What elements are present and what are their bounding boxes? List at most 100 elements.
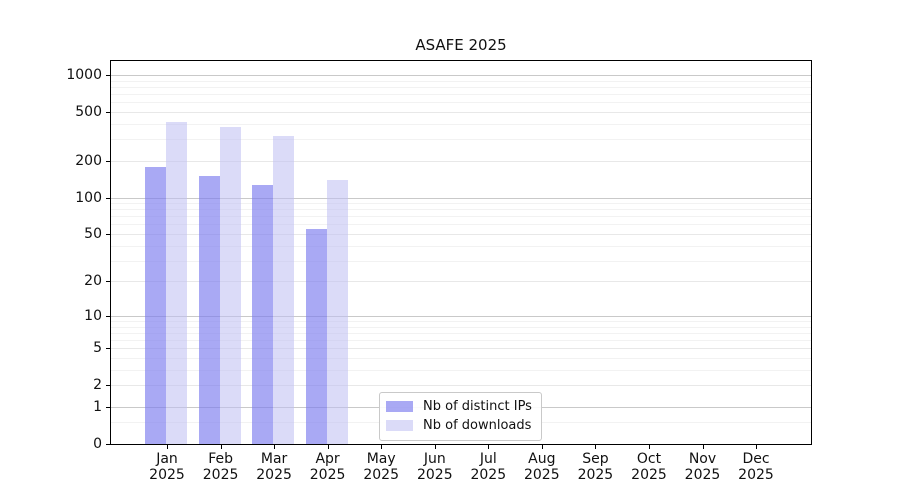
x-tick-label: Apr 2025 — [296, 451, 360, 483]
legend-entry-label: Nb of downloads — [423, 418, 532, 433]
x-tick-label: Dec 2025 — [724, 451, 788, 483]
legend-entry: Nb of downloads — [386, 416, 532, 435]
y-tick-mark — [106, 315, 110, 317]
y-tick-label: 100 — [75, 189, 102, 206]
y-tick-mark — [106, 160, 110, 162]
x-tick-year: 2025 — [202, 467, 239, 483]
chart-title: ASAFE 2025 — [415, 36, 507, 54]
y-tick-label: 1 — [93, 399, 102, 415]
bar-downloads — [326, 180, 348, 444]
y-tick-mark — [106, 444, 110, 445]
y-tick-label: 10 — [84, 307, 102, 324]
x-tick-mark — [702, 445, 704, 449]
bar-downloads — [273, 135, 295, 444]
major-gridline — [111, 385, 811, 387]
minor-gridline — [111, 332, 811, 334]
x-tick-label: Jan 2025 — [135, 451, 199, 483]
x-tick-mark — [381, 445, 383, 449]
x-tick-year: 2025 — [470, 467, 507, 483]
bar-downloads — [219, 126, 241, 444]
bar-distinct-ips — [198, 176, 220, 444]
plot-area: Nb of distinct IPs Nb of downloads — [110, 60, 812, 445]
x-tick-label: Aug 2025 — [510, 451, 574, 483]
minor-gridline — [111, 224, 811, 226]
x-tick-mark — [434, 445, 436, 449]
minor-gridline — [111, 321, 811, 322]
y-tick-label: 0 — [93, 436, 102, 452]
major-gridline — [111, 111, 811, 113]
x-tick-label: Jul 2025 — [456, 451, 520, 483]
x-tick-mark — [488, 445, 490, 449]
minor-gridline — [111, 369, 811, 371]
major-gridline — [111, 197, 811, 199]
x-tick-label: Mar 2025 — [242, 451, 306, 483]
y-tick-mark — [106, 407, 110, 408]
minor-gridline — [111, 340, 811, 342]
minor-gridline — [111, 139, 811, 141]
y-tick-label: 500 — [75, 103, 102, 120]
minor-gridline — [111, 94, 811, 95]
minor-gridline — [111, 102, 811, 104]
major-gridline — [111, 160, 811, 162]
minor-gridline — [111, 260, 811, 262]
x-tick-year: 2025 — [523, 467, 560, 483]
x-tick-mark — [595, 445, 597, 449]
legend-swatch-icon — [386, 401, 413, 412]
legend-entry: Nb of distinct IPs — [386, 397, 532, 416]
x-tick-year: 2025 — [416, 467, 453, 483]
y-tick-mark — [106, 385, 110, 387]
minor-gridline — [111, 326, 811, 328]
x-tick-label: Oct 2025 — [617, 451, 681, 483]
legend-swatch-icon — [386, 420, 413, 431]
minor-gridline — [111, 86, 811, 88]
x-tick-year: 2025 — [309, 467, 346, 483]
x-tick-year: 2025 — [631, 467, 667, 483]
y-tick-label: 200 — [75, 152, 102, 169]
x-tick-mark — [649, 445, 650, 449]
x-tick-mark — [274, 445, 276, 449]
y-tick-mark — [106, 197, 110, 199]
y-tick-mark — [106, 281, 110, 283]
major-gridline — [111, 348, 811, 350]
bar-downloads — [166, 122, 187, 444]
x-tick-year: 2025 — [577, 467, 614, 483]
legend-entry-label: Nb of distinct IPs — [423, 399, 532, 414]
minor-gridline — [111, 209, 811, 211]
bar-distinct-ips — [252, 185, 274, 444]
bar-distinct-ips — [305, 229, 327, 444]
minor-gridline — [111, 216, 811, 218]
x-tick-label: May 2025 — [349, 451, 413, 483]
x-tick-label: Jun 2025 — [403, 451, 467, 483]
minor-gridline — [111, 358, 811, 359]
x-tick-mark — [756, 445, 757, 449]
y-tick-mark — [106, 234, 110, 235]
x-tick-label: Nov 2025 — [671, 451, 735, 483]
major-gridline — [111, 281, 811, 283]
x-tick-mark — [541, 445, 543, 449]
x-tick-mark — [220, 445, 222, 449]
x-tick-label: Feb 2025 — [189, 451, 253, 483]
x-tick-year: 2025 — [256, 467, 292, 483]
x-tick-year: 2025 — [738, 467, 774, 483]
y-tick-mark — [106, 111, 110, 113]
major-gridline — [111, 315, 811, 317]
minor-gridline — [111, 123, 811, 125]
x-tick-mark — [327, 445, 329, 449]
minor-gridline — [111, 203, 811, 204]
y-tick-label: 20 — [84, 273, 102, 290]
x-tick-label: Sep 2025 — [563, 451, 627, 483]
y-tick-mark — [106, 348, 110, 350]
y-tick-label: 50 — [84, 226, 102, 242]
major-gridline — [111, 74, 811, 76]
bar-distinct-ips — [145, 167, 166, 444]
major-gridline — [111, 234, 811, 235]
x-tick-year: 2025 — [149, 467, 185, 483]
minor-gridline — [111, 80, 811, 82]
y-tick-label: 2 — [93, 377, 102, 394]
y-tick-label: 1000 — [66, 66, 102, 83]
x-tick-year: 2025 — [363, 467, 399, 483]
y-tick-mark — [106, 74, 110, 76]
x-tick-mark — [167, 445, 168, 449]
y-tick-label: 5 — [93, 340, 102, 357]
